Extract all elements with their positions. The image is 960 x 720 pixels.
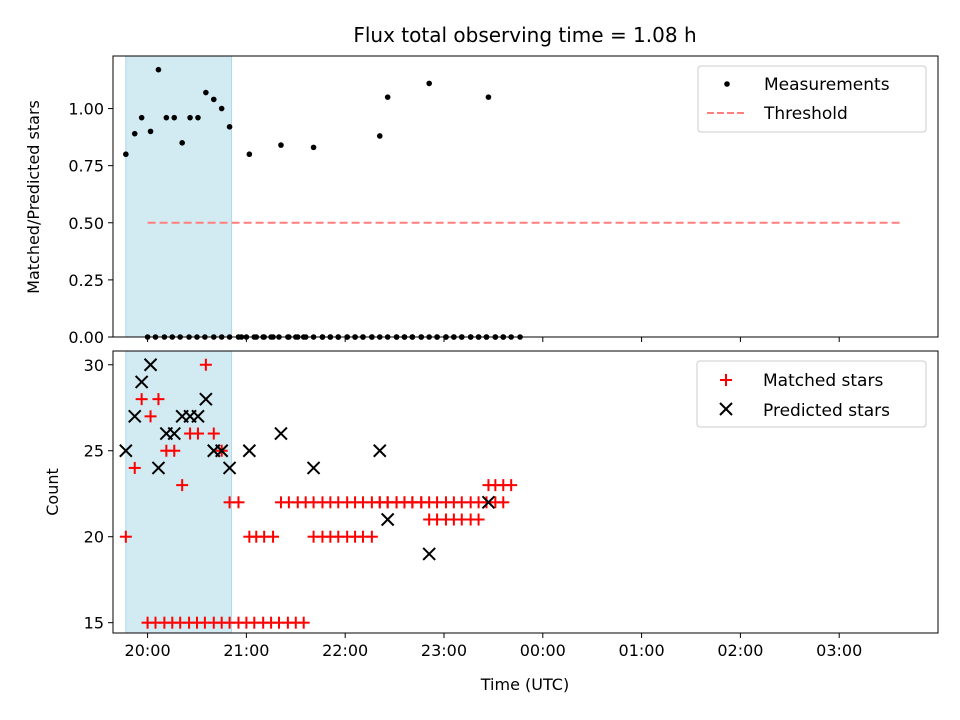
measurement-point — [179, 140, 185, 146]
measurement-point — [203, 89, 209, 96]
x-tick-label: 03:00 — [816, 641, 862, 660]
x-tick-label: 22:00 — [322, 641, 368, 660]
legend-marker-matched — [720, 374, 732, 386]
bottom-legend: Matched stars Predicted stars — [696, 360, 927, 428]
measurement-point — [147, 128, 154, 135]
x-tick-label: 21:00 — [223, 641, 269, 660]
measurement-point — [187, 114, 193, 121]
legend-label-measurements: Measurements — [764, 75, 890, 95]
legend-marker-predicted — [719, 402, 733, 416]
top-highlight-span — [125, 55, 233, 338]
measurement-point — [376, 133, 383, 139]
measurement-point — [138, 114, 145, 121]
predicted-star-point — [373, 444, 387, 458]
measurement-point — [384, 94, 391, 100]
measurement-point — [155, 66, 162, 73]
matched-star-point — [497, 496, 510, 509]
bottom-marks — [119, 358, 518, 629]
measurement-point — [131, 130, 138, 137]
predicted-star-point — [134, 375, 149, 389]
bottom-x-axis: 20:00 21:00 22:00 23:00 00:00 01:00 02:00 03:00 — [125, 633, 862, 660]
measurement-point — [485, 94, 492, 100]
matched-star-point — [128, 461, 141, 474]
y-tick-label: 1.00 — [68, 100, 104, 119]
measurement-point — [226, 124, 233, 130]
legend-box — [696, 360, 927, 428]
matched-star-point — [365, 530, 378, 543]
x-tick-label: 23:00 — [421, 641, 467, 660]
matched-star-point — [191, 427, 204, 440]
measurement-point — [171, 114, 178, 121]
y-tick-label: 0.50 — [68, 214, 104, 233]
matched-star-point — [119, 530, 132, 543]
top-plot-frame — [112, 55, 939, 338]
predicted-star-point — [242, 444, 257, 458]
matched-star-point — [505, 479, 518, 492]
bottom-plot-frame — [112, 350, 939, 634]
y-tick-label: 15 — [84, 614, 104, 633]
predicted-star-point — [222, 461, 237, 475]
y-tick-label: 0.75 — [68, 157, 104, 176]
bottom-y-axis-label: Count — [43, 468, 62, 516]
matched-star-point — [297, 616, 310, 629]
y-tick-label: 0.25 — [68, 271, 104, 290]
y-tick-label: 0.00 — [68, 328, 104, 347]
legend-label-threshold: Threshold — [763, 104, 848, 124]
matched-star-point — [267, 530, 280, 543]
y-tick-label: 20 — [84, 528, 104, 547]
measurement-point — [278, 142, 284, 148]
matched-star-point — [472, 513, 485, 526]
matched-star-point — [176, 479, 189, 492]
top-y-axis: 0.00 0.25 0.50 0.75 1.00 — [68, 100, 840, 347]
top-panel: Flux total observing time = 1.08 h 0.000… — [24, 23, 939, 347]
predicted-star-point — [214, 444, 229, 458]
y-tick-label: 30 — [84, 356, 104, 375]
predicted-star-point — [380, 512, 395, 527]
measurement-point — [210, 96, 217, 103]
x-tick-label: 01:00 — [619, 641, 665, 660]
bottom-x-axis-label: Time (UTC) — [480, 675, 569, 694]
matched-star-point — [152, 393, 165, 406]
matched-star-point — [168, 444, 181, 457]
x-tick-label: 00:00 — [520, 641, 566, 660]
matched-star-point — [207, 427, 220, 440]
bottom-highlight-span — [125, 350, 233, 634]
predicted-star-point — [167, 426, 181, 441]
predicted-star-point — [128, 409, 142, 424]
matched-star-point — [144, 410, 157, 423]
measurement-point — [195, 114, 201, 121]
matched-star-point — [135, 393, 148, 406]
measurement-point — [310, 144, 317, 151]
top-marks — [123, 66, 901, 340]
matched-star-point — [199, 358, 212, 371]
predicted-star-point — [151, 461, 166, 475]
legend-label-matched: Matched stars — [763, 371, 883, 391]
chart-title: Flux total observing time = 1.08 h — [353, 23, 696, 47]
predicted-star-point — [199, 392, 213, 406]
predicted-star-point — [119, 444, 133, 458]
predicted-star-point — [191, 409, 205, 424]
predicted-star-point — [274, 426, 288, 441]
bottom-panel: 15 20 25 30 20:00 21:00 22:00 23:00 00:00 01:00 0… — [43, 350, 939, 694]
top-legend: Measurements Threshold — [697, 65, 927, 133]
legend-label-predicted: Predicted stars — [763, 401, 890, 421]
bottom-y-axis: 15 20 25 30 — [84, 356, 113, 633]
measurement-point — [426, 80, 432, 87]
predicted-star-point — [422, 547, 436, 561]
x-tick-label: 20:00 — [125, 641, 171, 660]
measurement-point — [163, 114, 170, 121]
legend-box — [697, 65, 927, 133]
measurement-point — [218, 105, 225, 112]
top-y-axis-label: Matched/Predicted stars — [24, 100, 43, 294]
x-tick-label: 02:00 — [717, 641, 763, 660]
legend-marker-measurements — [724, 81, 730, 87]
matched-star-point — [232, 496, 245, 509]
predicted-star-point — [306, 461, 321, 475]
y-tick-label: 25 — [84, 442, 104, 461]
predicted-star-point — [481, 495, 496, 510]
measurement-point — [123, 151, 129, 158]
predicted-star-point — [143, 358, 158, 372]
measurement-point — [246, 151, 253, 158]
